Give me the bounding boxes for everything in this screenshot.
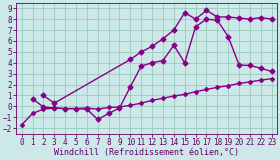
X-axis label: Windchill (Refroidissement éolien,°C): Windchill (Refroidissement éolien,°C) xyxy=(54,148,239,157)
